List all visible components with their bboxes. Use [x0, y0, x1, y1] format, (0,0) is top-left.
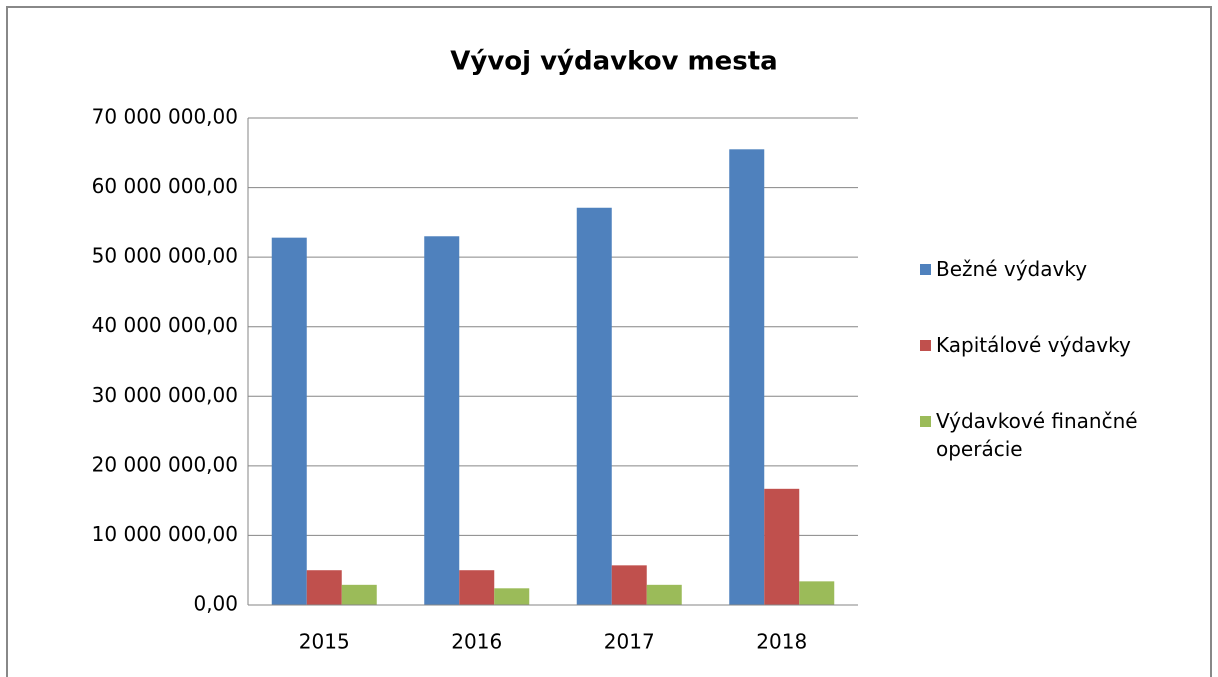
legend-label: Bežné výdavky [936, 257, 1088, 281]
legend-label: Kapitálové výdavky [936, 333, 1131, 357]
legend-item: Kapitálové výdavky [920, 331, 1200, 359]
y-tick-label: 40 000 000,00 [92, 313, 238, 337]
bar [729, 149, 765, 606]
y-tick-label: 20 000 000,00 [92, 452, 238, 476]
bar [341, 584, 377, 605]
y-tick-label: 60 000 000,00 [92, 174, 238, 198]
chart-title: Vývoj výdavkov mesta [450, 47, 777, 77]
bar [764, 488, 800, 605]
legend-item: Bežné výdavky [920, 255, 1200, 283]
bar [459, 570, 495, 605]
y-tick-label: 10 000 000,00 [92, 522, 238, 546]
legend-swatch [920, 264, 931, 275]
bar [271, 237, 307, 606]
bar [799, 581, 835, 605]
y-tick-label: 0,00 [193, 592, 238, 616]
x-tick-label: 2016 [451, 630, 502, 654]
legend-item: Výdavkové finančné operácie [920, 407, 1200, 463]
x-tick-label: 2015 [299, 630, 350, 654]
y-tick-label: 50 000 000,00 [92, 244, 238, 268]
y-tick-label: 30 000 000,00 [92, 383, 238, 407]
y-tick-label: 70 000 000,00 [92, 105, 238, 129]
bar [611, 565, 647, 605]
x-tick-label: 2017 [604, 630, 655, 654]
bar [494, 588, 530, 605]
bar [576, 207, 612, 606]
bar [646, 584, 682, 605]
x-tick-label: 2018 [756, 630, 807, 654]
legend-swatch [920, 416, 931, 427]
bar [306, 570, 342, 605]
legend-label: Výdavkové finančné operácie [936, 409, 1138, 461]
legend: Bežné výdavky Kapitálové výdavky Výdavkové… [920, 255, 1200, 511]
bar [424, 236, 460, 605]
legend-swatch [920, 340, 931, 351]
